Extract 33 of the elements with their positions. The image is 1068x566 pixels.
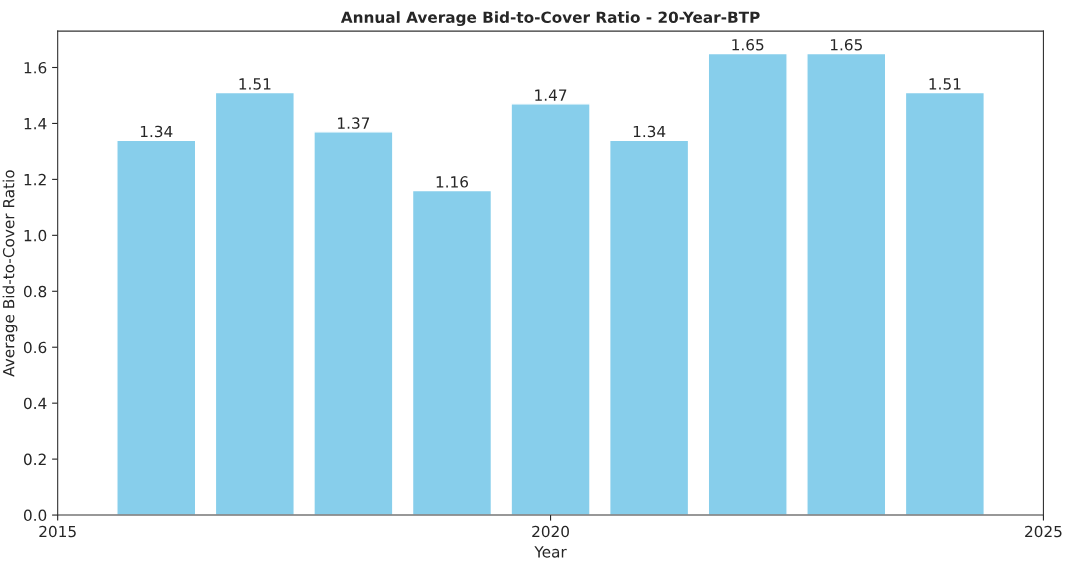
chart-title: Annual Average Bid-to-Cover Ratio - 20-Year-BTP: [340, 11, 760, 27]
data-label: 1.65: [830, 38, 862, 51]
y-tick-label: 0.4: [23, 397, 47, 410]
y-tick-label: 0.8: [23, 285, 47, 298]
y-tick-label: 0.0: [23, 509, 47, 522]
data-label: 1.51: [929, 78, 961, 90]
bar: [904, 91, 985, 516]
bar: [116, 139, 197, 516]
x-axis-title: Year: [534, 546, 567, 558]
data-label: 1.47: [535, 89, 567, 101]
data-label: 1.34: [140, 125, 173, 138]
bar: [707, 52, 788, 516]
data-label: 1.51: [239, 78, 271, 90]
data-label: 1.65: [732, 38, 764, 51]
bar: [214, 91, 295, 516]
data-label: 1.37: [338, 117, 370, 129]
y-tick-label: 1.0: [24, 229, 47, 242]
data-label: 1.16: [436, 176, 469, 188]
bar: [411, 189, 493, 516]
x-tick-label: 2020: [532, 525, 569, 538]
bar: [313, 131, 394, 516]
y-tick-label: 1.4: [24, 118, 47, 130]
y-tick-label: 0.2: [23, 453, 46, 466]
bar: [806, 52, 887, 516]
y-tick-label: 1.2: [24, 173, 46, 186]
data-label: 1.34: [633, 125, 666, 138]
x-tick-label: 2025: [1025, 525, 1062, 538]
x-tick-label: 2015: [39, 525, 76, 538]
y-tick-label: 1.6: [24, 61, 47, 74]
bar: [609, 139, 690, 516]
bar: [510, 103, 591, 516]
y-axis-title: Average Bid-to-Cover Ratio: [2, 170, 18, 377]
y-tick-label: 0.6: [23, 341, 47, 354]
